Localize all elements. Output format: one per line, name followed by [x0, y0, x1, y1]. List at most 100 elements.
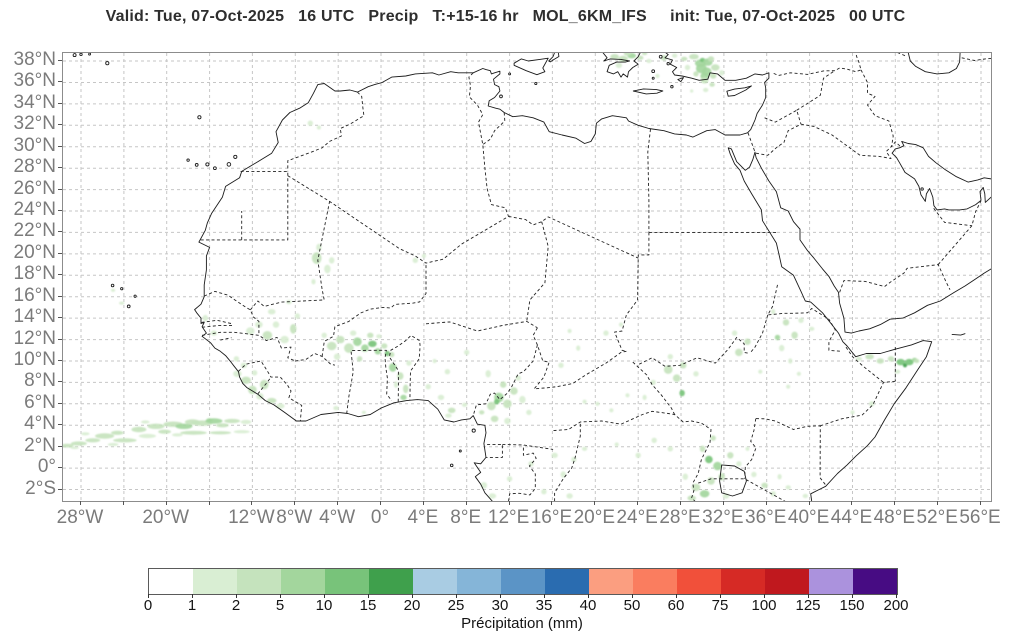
colorbar-tick [764, 594, 765, 598]
colorbar-segment [501, 569, 545, 594]
lon-tick-label: 20°E [573, 507, 615, 528]
bottom-tick [294, 501, 295, 505]
colorbar-segment [809, 569, 853, 594]
bottom-tick [980, 501, 981, 505]
islands [513, 57, 752, 97]
colorbar [148, 568, 898, 595]
colorbar-title: Précipitation (mm) [461, 615, 583, 632]
colorbar-segment [413, 569, 457, 594]
lat-tick-label: 8°N [24, 370, 56, 392]
left-tick [58, 403, 62, 404]
lat-tick-label: 2°N [24, 434, 56, 456]
bottom-tick [509, 501, 510, 505]
colorbar-segment [589, 569, 633, 594]
colorbar-level-label: 125 [795, 597, 821, 614]
bottom-tick [851, 501, 852, 505]
lat-tick-label: 34°N [13, 91, 56, 113]
colorbar-segment [325, 569, 369, 594]
lon-tick-label: 52°E [916, 507, 958, 528]
colorbar-segment [721, 569, 765, 594]
left-tick [58, 489, 62, 490]
lat-tick-label: 4°N [24, 413, 56, 435]
colorbar-level-label: 1 [187, 597, 197, 614]
left-tick [58, 60, 62, 61]
map-plot-area [62, 52, 992, 502]
lat-tick-label: 16°N [13, 284, 56, 306]
lat-tick-label: 14°N [13, 306, 56, 328]
lat-tick-label: 38°N [13, 49, 56, 71]
bottom-tick [723, 501, 724, 505]
lon-tick-label: 32°E [702, 507, 744, 528]
lat-tick-label: 12°N [13, 327, 56, 349]
bottom-tick [209, 501, 210, 505]
colorbar-level-label: 100 [751, 597, 777, 614]
left-tick [58, 210, 62, 211]
lon-tick-label: 4°E [407, 507, 439, 528]
lat-tick-label: 0° [37, 456, 56, 478]
colorbar-level-label: 50 [623, 597, 641, 614]
lon-tick-label: 56°E [959, 507, 1001, 528]
small-islands [72, 53, 924, 468]
colorbar-tick [192, 594, 193, 598]
colorbar-segment [765, 569, 809, 594]
colorbar-tick [324, 594, 325, 598]
colorbar-level-label: 25 [447, 597, 465, 614]
bottom-tick [937, 501, 938, 505]
bottom-tick [123, 501, 124, 505]
colorbar-tick [456, 594, 457, 598]
bottom-tick [380, 501, 381, 505]
bottom-tick [166, 501, 167, 505]
colorbar-level-label: 35 [535, 597, 553, 614]
colorbar-level-label: 30 [491, 597, 509, 614]
colorbar-tick [544, 594, 545, 598]
lon-tick-label: 24°E [616, 507, 658, 528]
colorbar-tick [852, 594, 853, 598]
colorbar-segment [237, 569, 281, 594]
colorbar-level-label: 20 [403, 597, 421, 614]
colorbar-segment [545, 569, 589, 594]
bottom-tick [766, 501, 767, 505]
left-tick [58, 467, 62, 468]
lat-tick-label: 32°N [13, 113, 56, 135]
colorbar-level-label: 150 [839, 597, 865, 614]
lat-tick-label: 10°N [13, 348, 56, 370]
lon-tick-label: 4°W [319, 507, 356, 528]
lon-tick-label: 20°W [142, 507, 190, 528]
colorbar-tick [808, 594, 809, 598]
colorbar-level-label: 40 [579, 597, 597, 614]
lon-tick-label: 28°W [56, 507, 104, 528]
bottom-tick [466, 501, 467, 505]
left-tick [58, 81, 62, 82]
lon-tick-label: 8°E [450, 507, 482, 528]
colorbar-segment [457, 569, 501, 594]
left-tick [58, 360, 62, 361]
colorbar-segment [369, 569, 413, 594]
left-tick [58, 381, 62, 382]
coastlines [194, 53, 991, 501]
left-tick [58, 339, 62, 340]
colorbar-tick [236, 594, 237, 598]
left-tick [58, 124, 62, 125]
colorbar-segment [149, 569, 193, 594]
lat-tick-label: 6°N [24, 391, 56, 413]
lat-tick-label: 24°N [13, 199, 56, 220]
bottom-tick [337, 501, 338, 505]
left-tick [58, 317, 62, 318]
left-tick [58, 189, 62, 190]
lon-tick-label: 16°E [530, 507, 573, 528]
bottom-tick [251, 501, 252, 505]
bottom-tick [80, 501, 81, 505]
bottom-tick [594, 501, 595, 505]
lat-tick-label: 26°N [13, 177, 56, 199]
colorbar-level-label: 15 [359, 597, 377, 614]
colorbar-tick [412, 594, 413, 598]
colorbar-tick [588, 594, 589, 598]
colorbar-level-label: 0 [143, 597, 153, 614]
left-tick [58, 231, 62, 232]
lat-tick-label: 2°S [25, 477, 56, 499]
left-tick [58, 167, 62, 168]
left-tick [58, 103, 62, 104]
left-tick [58, 424, 62, 425]
bottom-tick [551, 501, 552, 505]
lon-tick-label: 8°W [276, 507, 313, 528]
